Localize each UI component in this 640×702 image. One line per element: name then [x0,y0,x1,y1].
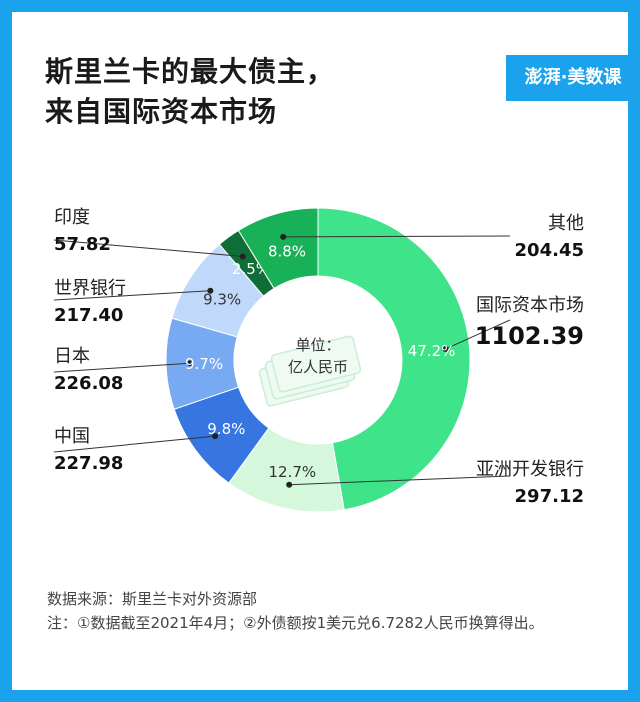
title-line-1: 斯里兰卡的最大债主， [45,55,336,88]
label-worldbank-value: 217.40 [54,305,124,326]
leader-dot-1 [286,481,293,488]
footer-source: 数据来源：斯里兰卡对外资源部 [47,590,258,608]
leader-dot-2 [212,433,219,440]
label-capital-market-name: 国际资本市场 [476,295,584,316]
money-icon [258,335,362,407]
label-india-name: 印度 [54,207,90,228]
leader-line-6 [283,235,511,238]
leader-line-0 [445,319,511,350]
label-worldbank-name: 世界银行 [54,278,126,299]
percent-label-2: 9.8% [207,420,245,438]
leader-dot-3 [187,360,194,367]
unit-label-line-2: 亿人民币 [288,358,348,376]
label-adb-value: 297.12 [514,486,584,507]
label-capital-market-value: 1102.39 [474,322,584,350]
title-line-2: 来自国际资本市场 [45,95,278,128]
percent-label-4: 9.3% [203,290,241,308]
percent-label-0: 47.2% [408,342,456,360]
leader-line-5 [53,239,243,257]
label-other-name: 其他 [548,213,584,234]
label-china-name: 中国 [54,426,90,447]
brand-logo: 澎湃·美数课 [506,55,640,101]
label-other-value: 204.45 [514,240,584,261]
footer-note: 注：①数据截至2021年4月；②外债额按1美元兑6.7282人民币换算得出。 [47,614,544,632]
leader-dot-5 [239,253,246,260]
slice-6 [237,207,319,290]
unit-label-line-1: 单位： [295,336,340,354]
leader-dot-0 [442,345,449,352]
leader-line-1 [289,475,511,486]
percent-label-3: 9.7% [185,355,223,373]
slice-0 [317,207,471,511]
label-japan-name: 日本 [54,346,90,367]
percent-label-6: 8.8% [268,242,306,260]
leader-line-3 [53,362,191,373]
label-india-value: 57.82 [54,234,111,255]
label-adb-name: 亚洲开发银行 [476,459,584,480]
leader-line-4 [53,290,211,301]
page-title: 斯里兰卡的最大债主， 来自国际资本市场 [45,52,335,132]
label-japan-value: 226.08 [54,373,124,394]
leader-dot-6 [280,233,287,240]
label-china-value: 227.98 [54,453,124,474]
leader-line-2 [53,435,216,453]
percent-label-1: 12.7% [269,463,317,481]
leader-dot-4 [207,287,214,294]
